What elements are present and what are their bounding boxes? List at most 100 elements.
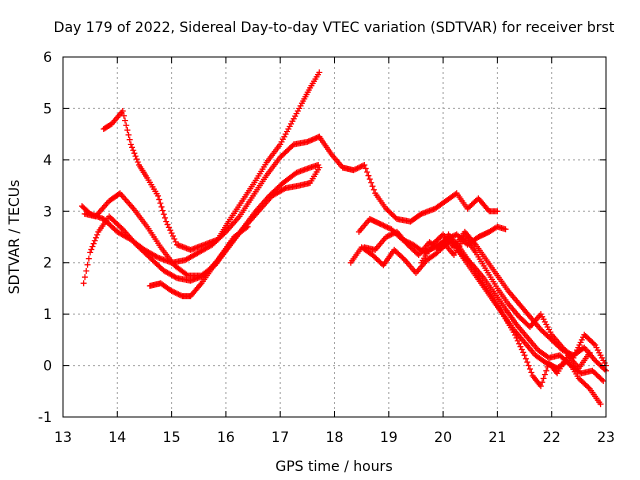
data-point xyxy=(520,349,527,356)
data-point xyxy=(165,224,172,231)
data-point xyxy=(94,231,101,238)
data-point xyxy=(92,234,99,241)
y-tick-label: 6 xyxy=(43,50,52,66)
data-point xyxy=(172,238,179,245)
data-point xyxy=(360,162,367,169)
data-point xyxy=(132,153,139,160)
x-tick-label: 23 xyxy=(597,430,615,446)
x-tick-label: 14 xyxy=(108,430,126,446)
data-point xyxy=(525,362,532,369)
data-point xyxy=(600,378,607,384)
data-point xyxy=(87,249,94,256)
data-point xyxy=(543,367,550,374)
data-point xyxy=(368,179,375,186)
data-point xyxy=(355,164,362,171)
data-point xyxy=(383,234,390,240)
data-point xyxy=(159,207,166,214)
data-point xyxy=(316,69,323,76)
data-point xyxy=(176,291,183,298)
data-point xyxy=(383,223,390,230)
data-point xyxy=(539,379,546,386)
data-point xyxy=(153,253,160,260)
x-tick-label: 16 xyxy=(217,430,235,446)
data-point xyxy=(172,289,179,296)
y-tick-label: 2 xyxy=(43,256,52,272)
data-point xyxy=(400,255,407,262)
data-point xyxy=(129,144,136,151)
data-point xyxy=(370,186,377,193)
data-point xyxy=(362,165,369,172)
data-point xyxy=(130,147,137,154)
data-point xyxy=(384,233,391,240)
data-point xyxy=(118,225,125,231)
data-point xyxy=(380,222,387,229)
data-point xyxy=(357,163,364,170)
data-point xyxy=(512,332,519,339)
data-point xyxy=(452,191,459,198)
y-tick-label: 3 xyxy=(43,204,52,220)
data-point xyxy=(541,371,548,378)
data-point xyxy=(169,233,176,240)
data-point xyxy=(510,329,517,336)
data-point xyxy=(388,231,395,238)
data-point xyxy=(369,183,376,190)
y-tick-label: 1 xyxy=(43,307,52,323)
data-point xyxy=(89,243,96,250)
data-point xyxy=(514,337,521,344)
data-point xyxy=(163,218,170,225)
data-point xyxy=(364,169,371,176)
data-point xyxy=(221,230,228,237)
x-tick-label: 20 xyxy=(434,430,452,446)
data-point xyxy=(516,340,523,347)
data-point xyxy=(175,291,182,298)
data-point xyxy=(119,108,126,114)
series-12 xyxy=(456,249,593,390)
y-tick-label: 5 xyxy=(43,101,52,117)
data-point xyxy=(524,359,531,366)
data-point xyxy=(537,383,544,390)
data-point xyxy=(183,271,190,278)
data-point xyxy=(124,127,131,134)
data-point xyxy=(80,280,87,287)
x-tick-label: 13 xyxy=(54,430,72,446)
data-point xyxy=(358,163,365,170)
series-5 xyxy=(146,223,251,300)
data-point xyxy=(83,267,90,274)
x-tick-label: 22 xyxy=(543,430,561,446)
data-point xyxy=(134,159,141,166)
data-point xyxy=(502,226,509,233)
data-point xyxy=(517,343,524,350)
series-11 xyxy=(440,234,609,369)
data-point xyxy=(123,122,130,129)
data-point xyxy=(88,246,95,253)
data-point xyxy=(598,376,605,383)
data-point xyxy=(389,230,396,237)
data-point xyxy=(494,208,501,215)
data-point xyxy=(281,185,288,192)
data-point xyxy=(84,261,91,268)
chart-title: Day 179 of 2022, Sidereal Day-to-day VTE… xyxy=(54,20,615,36)
data-point xyxy=(381,223,388,230)
data-point xyxy=(585,384,592,391)
data-point xyxy=(157,200,164,207)
data-point xyxy=(526,366,533,372)
data-point xyxy=(85,255,92,262)
data-point xyxy=(513,334,520,341)
data-point xyxy=(452,232,459,239)
data-point xyxy=(171,235,178,242)
data-point xyxy=(122,117,129,124)
data-point xyxy=(174,290,181,297)
data-point xyxy=(90,240,97,247)
data-point xyxy=(160,211,167,218)
data-point xyxy=(366,176,373,183)
x-axis-label: GPS time / hours xyxy=(275,459,392,475)
data-point xyxy=(158,203,165,210)
data-point xyxy=(171,289,178,296)
data-point xyxy=(518,346,525,353)
data-points xyxy=(79,69,609,408)
data-point xyxy=(169,288,176,295)
data-point xyxy=(590,340,597,347)
data-point xyxy=(353,165,360,172)
